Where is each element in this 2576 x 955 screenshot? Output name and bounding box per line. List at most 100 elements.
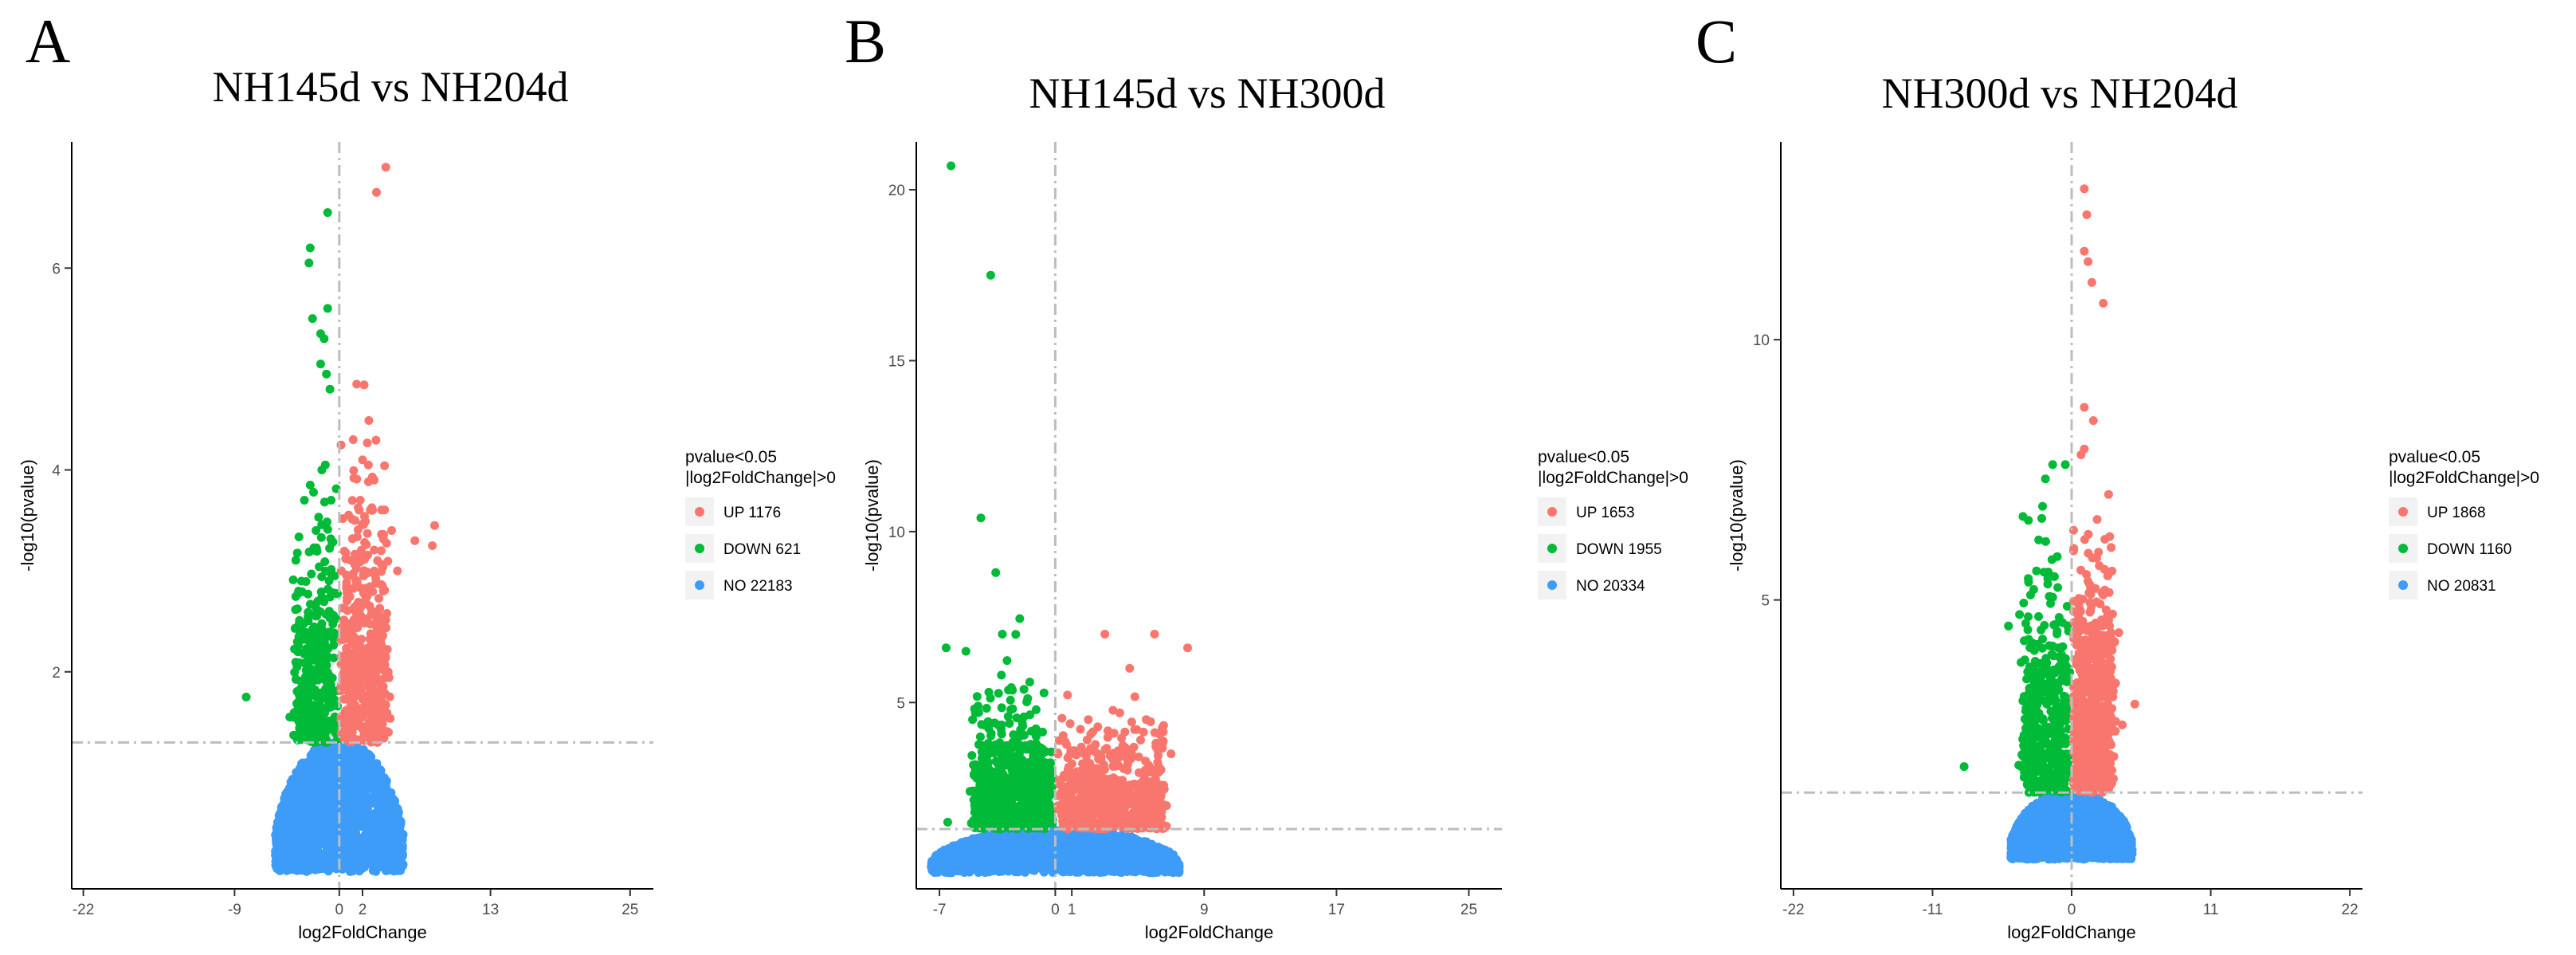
- point-up: [374, 594, 383, 603]
- point-down: [304, 258, 314, 268]
- point-no: [1069, 855, 1079, 865]
- point-down: [323, 678, 332, 688]
- point-up: [354, 607, 363, 616]
- point-up: [340, 603, 350, 613]
- point-down: [292, 548, 302, 558]
- point-up: [352, 379, 362, 389]
- point-up: [347, 496, 357, 505]
- point-no: [1093, 861, 1103, 871]
- point-down: [292, 637, 302, 646]
- point-no: [345, 809, 355, 819]
- point-down: [975, 732, 985, 741]
- point-no: [1015, 857, 1025, 866]
- point-no: [966, 835, 976, 845]
- point-no: [1082, 839, 1092, 849]
- point-down: [1019, 685, 1029, 694]
- point-down: [319, 713, 328, 722]
- point-down: [1018, 798, 1028, 807]
- point-down: [1011, 735, 1021, 745]
- point-no: [1061, 865, 1070, 874]
- point-no: [327, 760, 337, 769]
- legend-swatch-down: [695, 544, 704, 553]
- point-down: [301, 672, 310, 681]
- point-no: [307, 803, 316, 812]
- point-up: [1063, 690, 1072, 700]
- point-up: [336, 681, 346, 690]
- point-up: [367, 505, 377, 515]
- point-down: [1044, 776, 1053, 786]
- point-down: [305, 243, 315, 253]
- point-no: [272, 818, 282, 827]
- point-no: [323, 803, 332, 812]
- point-down: [1039, 766, 1049, 776]
- point-down: [990, 776, 999, 786]
- x-tick-label: 0: [335, 902, 344, 918]
- point-up: [353, 623, 363, 632]
- point-no: [378, 834, 388, 843]
- legend-title: pvalue<0.05: [685, 448, 777, 466]
- point-no: [944, 868, 954, 878]
- point-down: [997, 703, 1006, 713]
- point-no: [290, 849, 300, 859]
- point-down: [295, 615, 304, 625]
- panel-letter: B: [845, 6, 886, 76]
- point-down: [317, 619, 327, 628]
- point-no: [1139, 867, 1149, 876]
- point-no: [316, 785, 326, 795]
- point-down: [308, 629, 318, 639]
- point-no: [981, 835, 990, 844]
- point-down: [323, 584, 332, 594]
- point-down: [303, 705, 312, 714]
- point-down: [306, 599, 315, 609]
- point-no: [378, 776, 388, 785]
- point-no: [358, 753, 367, 762]
- point-up: [348, 435, 358, 444]
- point-down: [1018, 812, 1028, 822]
- point-up: [349, 466, 359, 475]
- point-down: [320, 597, 329, 607]
- point-up: [346, 556, 355, 565]
- point-down: [327, 701, 337, 710]
- point-no: [369, 794, 378, 804]
- point-up: [370, 475, 379, 485]
- point-no: [375, 843, 385, 853]
- point-no: [1002, 862, 1011, 871]
- point-no: [347, 796, 356, 804]
- point-down: [1025, 710, 1035, 720]
- point-no: [988, 849, 998, 859]
- point-no: [316, 811, 326, 820]
- point-up: [410, 536, 420, 545]
- legend-label-down: DOWN 621: [723, 541, 801, 558]
- point-no: [1172, 861, 1182, 871]
- point-down: [304, 607, 313, 617]
- point-no: [326, 751, 335, 760]
- point-down: [1005, 719, 1014, 728]
- point-no: [1020, 846, 1029, 855]
- point-no: [297, 815, 307, 824]
- point-up: [363, 587, 373, 596]
- point-no: [308, 772, 317, 781]
- point-no: [350, 846, 359, 855]
- legend-subtitle: |log2FoldChange|>0: [685, 469, 836, 487]
- point-down: [1030, 804, 1040, 814]
- point-no: [330, 792, 339, 802]
- point-down: [316, 360, 325, 369]
- point-no: [347, 822, 357, 831]
- point-no: [372, 857, 382, 867]
- point-down: [310, 737, 319, 747]
- point-no: [998, 846, 1008, 855]
- point-no: [346, 776, 355, 786]
- point-up: [362, 703, 371, 712]
- point-no: [1041, 859, 1051, 868]
- point-no: [331, 851, 340, 860]
- point-up: [344, 731, 354, 741]
- point-up: [352, 533, 362, 541]
- point-up: [367, 610, 376, 619]
- point-up: [360, 538, 370, 547]
- point-down: [1002, 760, 1012, 770]
- point-no: [386, 790, 395, 800]
- point-no: [935, 862, 945, 871]
- point-down: [970, 764, 980, 774]
- point-down: [322, 369, 331, 379]
- x-tick-label: -9: [228, 902, 241, 918]
